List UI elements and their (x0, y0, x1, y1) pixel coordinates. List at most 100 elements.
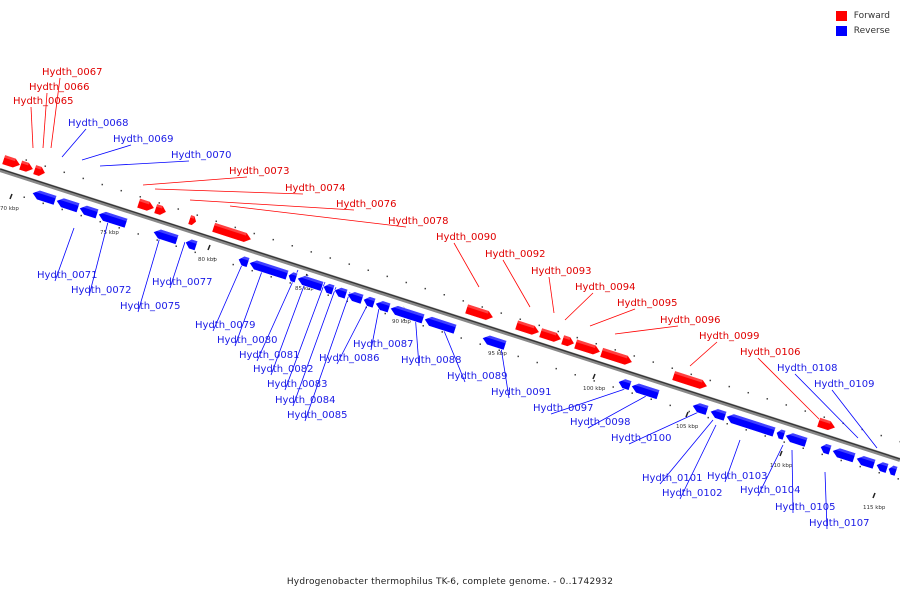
minor-tick (669, 404, 671, 407)
forward-gene-label: Hydth_0099 (699, 331, 760, 342)
forward-gene-arrow (599, 347, 633, 366)
gene-arrow-shade (56, 195, 80, 206)
minor-tick (536, 361, 538, 364)
forward-connector (42, 92, 48, 149)
gene-arrow-shade (876, 460, 889, 467)
legend-forward-label: Forward (853, 10, 890, 21)
minor-tick (137, 233, 139, 235)
reverse-gene-arrow (389, 305, 426, 325)
forward-connector (189, 199, 355, 211)
reverse-gene-label: Hydth_0079 (195, 320, 256, 331)
gene-arrow-shade (34, 164, 42, 170)
tick-mark (9, 193, 13, 200)
reverse-gene-label: Hydth_0077 (152, 277, 213, 288)
minor-tick (61, 208, 63, 211)
minor-tick (840, 459, 842, 462)
minor-tick (802, 447, 804, 449)
minor-tick (688, 410, 690, 413)
minor-tick (745, 429, 747, 431)
tick-mark (779, 450, 783, 457)
forward-gene-arrow (514, 319, 540, 336)
minor-tick (403, 318, 405, 321)
reverse-gene-arrow (362, 296, 377, 309)
minor-tick (422, 325, 424, 327)
minor-tick (80, 214, 82, 217)
forward-connector (30, 106, 34, 149)
forward-gene-arrow (538, 327, 562, 343)
reverse-connector (628, 409, 704, 445)
minor-tick (633, 355, 636, 357)
reverse-gene-label: Hydth_0082 (253, 364, 314, 375)
reverse-connector (757, 444, 784, 497)
genome-axis: 70 kbp 75 kbp 80 kbp 85 kbp 90 kbp 95 kbp 100 … (0, 159, 900, 511)
forward-connector (614, 325, 679, 335)
reverse-gene-arrow (346, 291, 365, 305)
gene-labels: Hydth_0065 Hydth_0066 Hydth_0067 Hydth_0073… (13, 67, 875, 529)
forward-gene-label: Hydth_0093 (531, 266, 592, 277)
reverse-gene-arrow (831, 447, 857, 464)
reverse-gene-arrow (819, 443, 833, 456)
forward-connector (154, 188, 304, 195)
reverse-gene-arrow (296, 275, 325, 292)
gene-arrow-shade (375, 298, 391, 307)
gene-arrow-shade (618, 377, 632, 384)
reverse-connector (256, 269, 299, 362)
minor-tick (878, 471, 880, 474)
gene-arrow-shade (249, 258, 289, 274)
forward-connector (589, 308, 636, 327)
tick-label: 80 kbp (198, 257, 217, 263)
gene-arrow-shade (466, 303, 489, 314)
legend-forward: Forward (835, 8, 890, 23)
gene-arrow-shade (363, 294, 376, 302)
forward-gene-label: Hydth_0066 (29, 82, 90, 93)
minor-tick (690, 373, 693, 376)
minor-tick (42, 202, 44, 205)
minor-tick (747, 391, 750, 394)
reverse-gene-arrow (887, 464, 899, 477)
gene-arrow-shade (288, 270, 298, 277)
legend-reverse-label: Reverse (853, 25, 890, 36)
genome-caption: Hydrogenobacter thermophilus TK-6, compl… (286, 577, 614, 587)
minor-tick (175, 245, 177, 247)
minor-tick (555, 367, 557, 370)
reverse-gene-label: Hydth_0102 (662, 488, 723, 499)
forward-gene-label: Hydth_0074 (285, 183, 346, 194)
reverse-connector (292, 286, 337, 407)
minor-tick (386, 275, 389, 278)
reverse-gene-arrow (287, 271, 299, 284)
minor-tick (519, 318, 522, 320)
minor-tick (308, 288, 310, 290)
minor-tick (880, 434, 883, 437)
reverse-connector (659, 419, 714, 485)
reverse-gene-label: Hydth_0083 (267, 379, 328, 390)
reverse-connector (99, 160, 190, 167)
minor-tick (139, 196, 142, 198)
reverse-connector (679, 424, 717, 500)
minor-tick (498, 349, 500, 352)
reverse-gene-label: Hydth_0088 (401, 355, 462, 366)
reverse-gene-label: Hydth_0101 (642, 473, 703, 484)
reverse-gene-label: Hydth_0069 (113, 134, 174, 145)
reverse-gene-label: Hydth_0071 (37, 270, 98, 281)
minor-tick (557, 330, 560, 333)
minor-tick (120, 189, 123, 192)
gene-arrow-shade (726, 411, 776, 431)
tick-label: 85 kbp (295, 286, 314, 292)
reverse-connector (831, 389, 878, 449)
forward-gene-label: Hydth_0067 (42, 67, 103, 78)
reverse-connector (304, 291, 351, 422)
gene-arrow-shade (818, 417, 831, 424)
forward-gene-label: Hydth_0106 (740, 347, 801, 358)
minor-tick (346, 300, 348, 303)
minor-tick (405, 281, 408, 284)
reverse-gene-arrow (423, 316, 458, 335)
minor-tick (44, 165, 47, 167)
tick-label: 90 kbp (392, 319, 411, 325)
minor-tick (671, 367, 674, 369)
gene-arrows (1, 154, 899, 477)
gene-arrow-shade (888, 464, 898, 470)
reverse-connector (550, 387, 629, 415)
reverse-gene-arrow (725, 413, 777, 438)
axis-line (0, 168, 900, 462)
tick-mark (872, 492, 876, 499)
